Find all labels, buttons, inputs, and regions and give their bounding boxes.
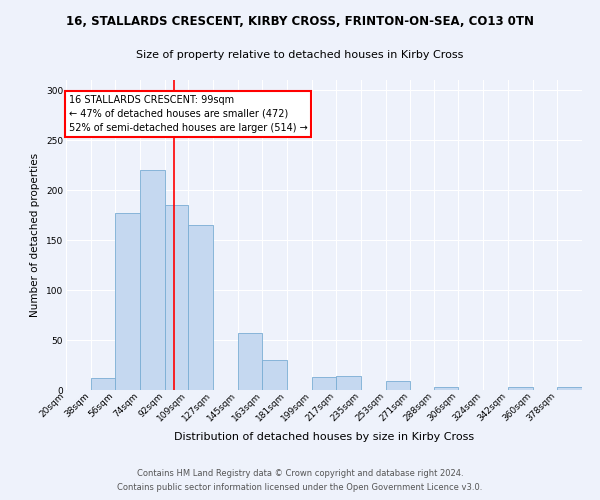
Bar [91, 378, 115, 390]
Text: 16 STALLARDS CRESCENT: 99sqm
← 47% of detached houses are smaller (472)
52% of s: 16 STALLARDS CRESCENT: 99sqm ← 47% of de… [69, 95, 307, 133]
Text: Contains public sector information licensed under the Open Government Licence v3: Contains public sector information licen… [118, 484, 482, 492]
Bar [557, 387, 582, 390]
Y-axis label: Number of detached properties: Number of detached properties [31, 153, 40, 317]
Bar [140, 170, 165, 390]
Text: Contains HM Land Registry data © Crown copyright and database right 2024.: Contains HM Land Registry data © Crown c… [137, 468, 463, 477]
Bar [115, 213, 140, 390]
Bar [165, 205, 188, 390]
Bar [311, 377, 337, 390]
Bar [188, 225, 213, 390]
Bar [508, 387, 533, 390]
Bar [386, 381, 410, 390]
X-axis label: Distribution of detached houses by size in Kirby Cross: Distribution of detached houses by size … [174, 432, 474, 442]
Bar [238, 333, 262, 390]
Bar [337, 376, 361, 390]
Bar [262, 360, 287, 390]
Text: Size of property relative to detached houses in Kirby Cross: Size of property relative to detached ho… [136, 50, 464, 60]
Bar [434, 387, 458, 390]
Text: 16, STALLARDS CRESCENT, KIRBY CROSS, FRINTON-ON-SEA, CO13 0TN: 16, STALLARDS CRESCENT, KIRBY CROSS, FRI… [66, 15, 534, 28]
